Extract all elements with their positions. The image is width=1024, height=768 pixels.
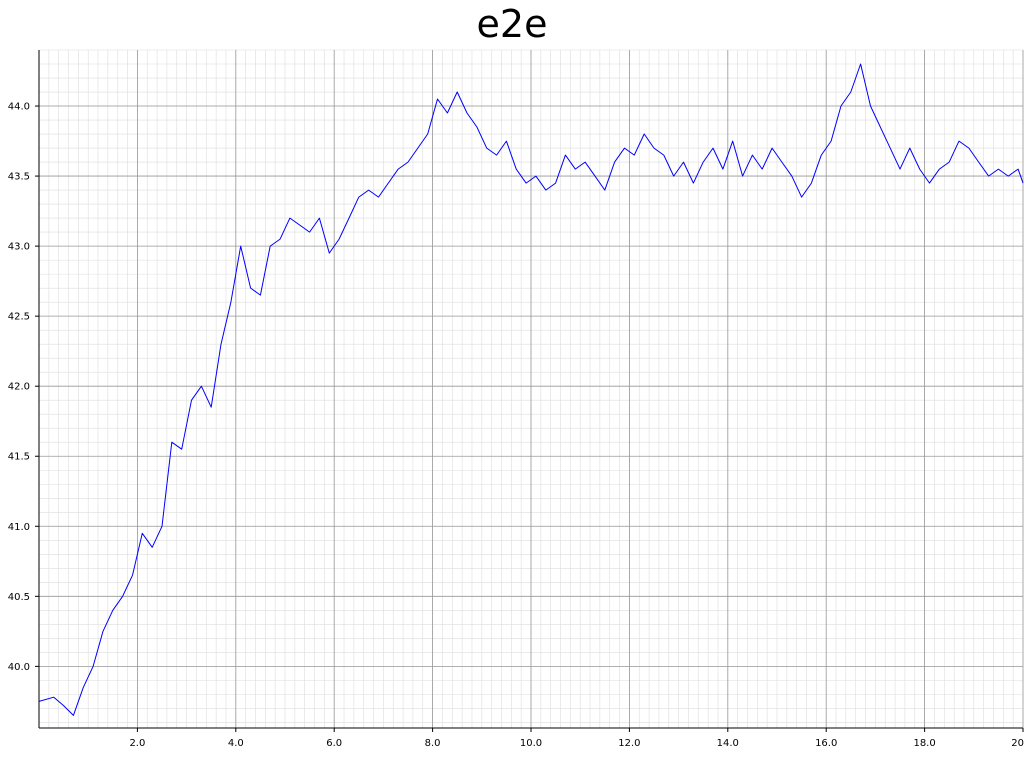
x-tick-label: 16.0 xyxy=(815,738,837,749)
x-tick-label: 20 xyxy=(1011,738,1024,749)
y-tick-label: 44.0 xyxy=(8,102,30,113)
x-tick-label: 8.0 xyxy=(425,738,441,749)
axes xyxy=(35,50,1024,732)
major-grid xyxy=(39,50,1024,728)
x-tick-labels: 2.0 4.0 6.0 8.0 10.0 12.0 14.0 16.0 18.0 20 xyxy=(129,738,1024,749)
x-tick-label: 18.0 xyxy=(913,738,935,749)
x-tick-label: 12.0 xyxy=(618,738,640,749)
y-tick-label: 43.5 xyxy=(8,172,30,183)
y-tick-label: 41.0 xyxy=(8,522,30,533)
x-tick-label: 4.0 xyxy=(228,738,244,749)
x-tick-label: 10.0 xyxy=(520,738,542,749)
y-tick-label: 41.5 xyxy=(8,452,30,463)
chart-title: e2e xyxy=(476,2,548,46)
y-tick-label: 42.5 xyxy=(8,312,30,323)
y-tick-labels: 40.0 40.5 41.0 41.5 42.0 42.5 43.0 43.5 44.0 xyxy=(8,102,30,673)
x-tick-label: 6.0 xyxy=(326,738,342,749)
series-line-0 xyxy=(38,63,1024,716)
y-tick-label: 40.5 xyxy=(8,592,30,603)
x-tick-label: 2.0 xyxy=(129,738,145,749)
series-layer xyxy=(38,63,1024,716)
x-tick-label: 14.0 xyxy=(717,738,739,749)
y-tick-label: 42.0 xyxy=(8,382,30,393)
y-tick-label: 43.0 xyxy=(8,242,30,253)
y-tick-label: 40.0 xyxy=(8,662,30,673)
